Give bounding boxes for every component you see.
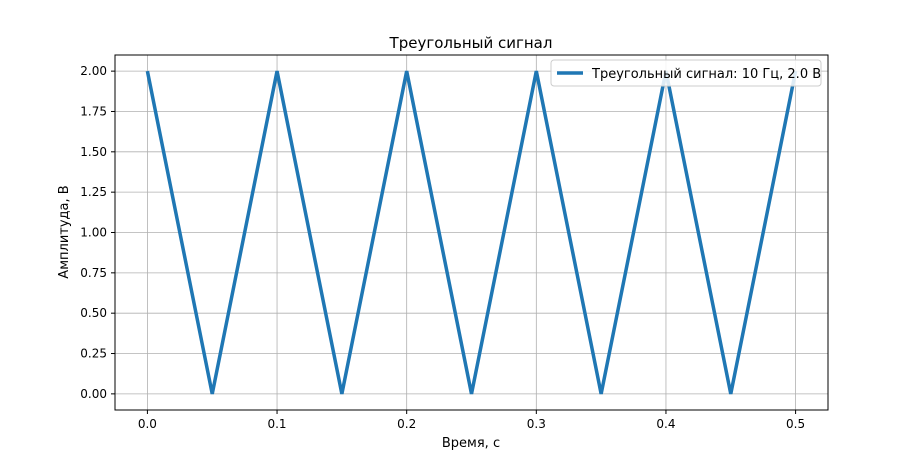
tick-layer: 0.0 0.1 0.2 0.3 0.4 0.5 0.00 0.25 0.50 0.75 1.00 1.…: [80, 64, 805, 431]
y-tick-label: 0.25: [80, 347, 107, 361]
series-layer: [145, 70, 798, 395]
y-tick-label: 0.75: [80, 266, 107, 280]
y-tick-label: 0.50: [80, 306, 107, 320]
grid-layer: [115, 55, 828, 410]
y-tick-label: 1.25: [80, 185, 107, 199]
series-line: [145, 70, 798, 395]
y-tick-label: 1.00: [80, 226, 107, 240]
x-tick-label: 0.3: [527, 417, 546, 431]
x-tick-label: 0.5: [786, 417, 805, 431]
y-tick-label: 1.50: [80, 145, 107, 159]
x-tick-label: 0.1: [267, 417, 286, 431]
y-tick-label: 0.00: [80, 387, 107, 401]
y-tick-label: 1.75: [80, 104, 107, 118]
legend: Треугольный сигнал: 10 Гц, 2.0 В: [550, 59, 822, 87]
x-axis-label: Время, с: [442, 436, 500, 451]
legend-label: Треугольный сигнал: 10 Гц, 2.0 В: [591, 67, 821, 82]
y-axis-label: Амплитуда, В: [57, 185, 72, 278]
chart-title: Треугольный сигнал: [389, 34, 553, 52]
x-tick-label: 0.2: [397, 417, 416, 431]
legend-box: [550, 59, 822, 87]
y-tick-label: 2.00: [80, 64, 107, 78]
x-tick-label: 0.4: [656, 417, 675, 431]
x-tick-label: 0.0: [138, 417, 157, 431]
